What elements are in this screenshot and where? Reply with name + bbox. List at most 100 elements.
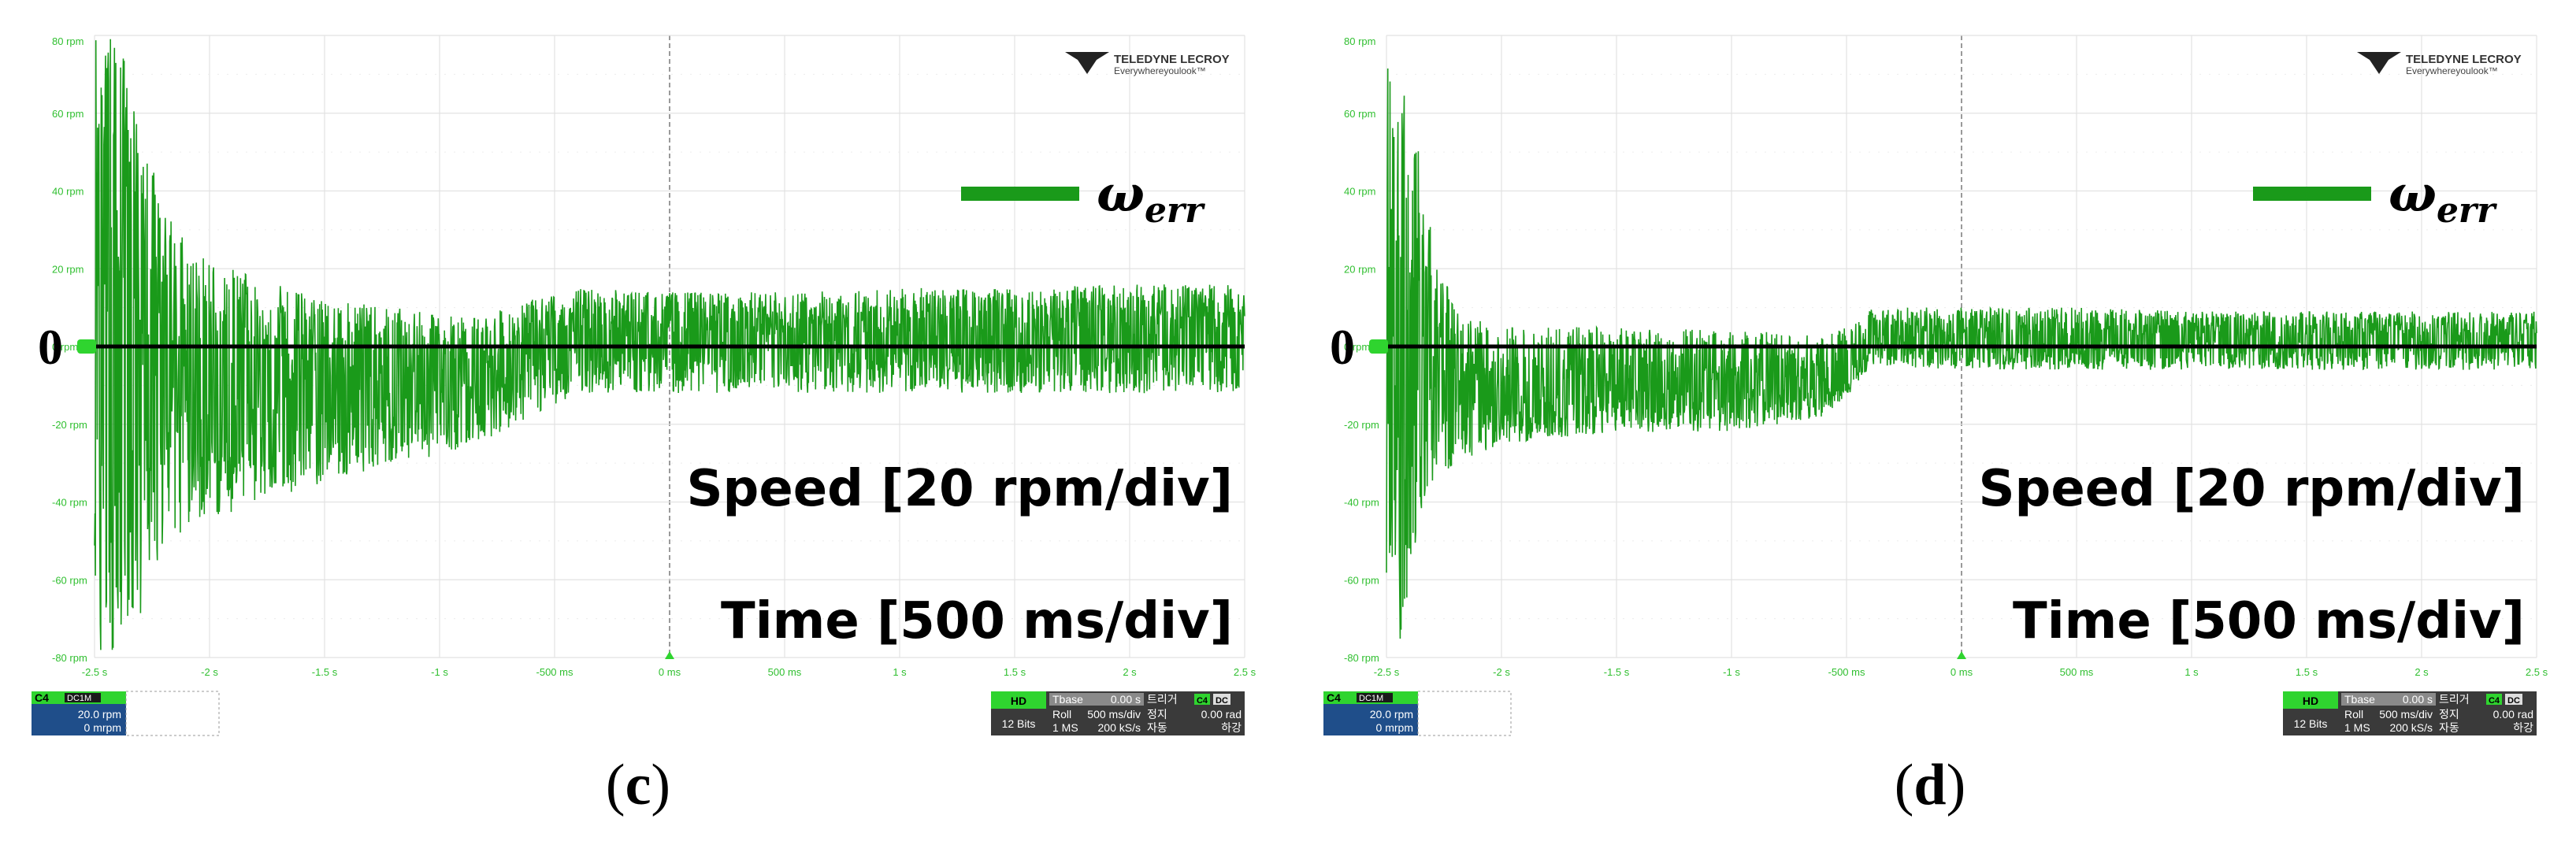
p1-channel-name: C4 <box>1327 691 1341 704</box>
p0-status-c4: C4 <box>1197 696 1208 706</box>
p1-status-dc-badge <box>2505 694 2522 705</box>
p1-channel-coupling: DC1M <box>1359 694 1383 703</box>
p0-brand-logo-icon <box>1065 52 1109 74</box>
p0-y-tick-label-7: -60 rpm <box>52 574 87 586</box>
p1-y-tick-label-2: 40 rpm <box>1344 186 1375 198</box>
p1-y-tick-label-6: -40 rpm <box>1344 497 1379 509</box>
p0-y-tick-label-2: 40 rpm <box>52 186 84 198</box>
p1-y-tick-label-3: 20 rpm <box>1344 263 1375 275</box>
p1-x-tick-label-1: -2 s <box>1493 666 1510 678</box>
p0-x-tick-label-2: -1.5 s <box>312 666 338 678</box>
p0-time-scale-label: Time [500 ms/div] <box>721 592 1233 650</box>
p0-y-tick-label-4: 0 rpm <box>52 341 78 353</box>
p1-status-hd-badge <box>2283 691 2338 709</box>
p0-status-roll: Roll <box>1052 708 1071 721</box>
p0-series-omega-err-line <box>94 39 1245 650</box>
p1-status-tbase-value: 0.00 s <box>2403 693 2433 706</box>
p0-y-tick-label-6: -40 rpm <box>52 497 87 509</box>
p1-x-tick-label-6: 500 ms <box>2060 666 2094 678</box>
p0-legend-label: ωerr <box>1097 165 1205 231</box>
p0-channel-name: C4 <box>35 691 49 704</box>
p0-status-bits: 12 Bits <box>1002 717 1036 730</box>
p1-y-tick-label-0: 80 rpm <box>1344 35 1375 47</box>
p1-brand-name: TELEDYNE LECROY <box>2406 53 2522 66</box>
p0-channel-offset: 0 mrpm <box>84 721 121 734</box>
p0-x-tick-label-10: 2.5 s <box>1234 666 1256 678</box>
p0-x-tick-label-4: -500 ms <box>536 666 573 678</box>
p1-series-omega-err-line <box>1386 68 2537 639</box>
p0-status-sample-rate: 200 kS/s <box>1098 721 1141 734</box>
p1-speed-scale-label: Speed [20 rpm/div] <box>1978 460 2525 518</box>
p1-trigger-marker-bottom <box>1957 651 1966 659</box>
p0-y-tick-label-1: 60 rpm <box>52 108 84 120</box>
p1-x-tick-label-8: 1.5 s <box>2296 666 2318 678</box>
p1-status-sample-rate: 200 kS/s <box>2390 721 2433 734</box>
p0-channel-coupling-bg <box>65 693 101 702</box>
p0-brand-name: TELEDYNE LECROY <box>1114 53 1230 66</box>
scope-svg-d: 80 rpm 60 rpm 40 rpm 20 rpm 0 rpm -20 rpm -40 … <box>1323 35 2548 736</box>
p0-channel-coupling: DC1M <box>67 694 91 703</box>
p1-x-tick-label-0: -2.5 s <box>1374 666 1400 678</box>
p0-trigger-marker-bottom <box>665 651 674 659</box>
p1-status-tbase-bg <box>2341 693 2436 706</box>
caption-letter-d: d <box>1913 753 1947 817</box>
oscilloscope-panel-c: 80 rpm 60 rpm 40 rpm 20 rpm 0 rpm -20 rpm -40 … <box>0 0 1276 841</box>
p1-zero-label: 0 <box>1330 319 1355 375</box>
p0-legend-symbol: ω <box>1097 165 1145 224</box>
p1-status-bits: 12 Bits <box>2294 717 2328 730</box>
p0-x-tick-label-5: 0 ms <box>659 666 681 678</box>
caption-letter-c: c <box>625 753 651 817</box>
p0-status-tbase-value: 0.00 s <box>1111 693 1141 706</box>
p1-status-time-div: 500 ms/div <box>2379 708 2433 721</box>
p1-status-edge: 하강 <box>2513 721 2533 734</box>
p0-status-tbase-label: Tbase <box>1052 693 1083 706</box>
p0-x-tick-label-0: -2.5 s <box>82 666 108 678</box>
p1-legend-subscript: err <box>2437 191 2497 231</box>
p1-status-c4: C4 <box>2489 696 2500 706</box>
p1-channel-scale: 20.0 rpm <box>1370 708 1413 721</box>
caption-c: (c) <box>605 753 671 817</box>
p1-status-dc: DC <box>2507 696 2520 706</box>
scope-svg-c: 80 rpm 60 rpm 40 rpm 20 rpm 0 rpm -20 rpm -40 … <box>32 35 1256 736</box>
p0-status-time-div: 500 ms/div <box>1087 708 1141 721</box>
p0-status-memory: 1 MS <box>1052 721 1078 734</box>
p0-x-tick-label-3: -1 s <box>431 666 448 678</box>
p1-x-tick-label-10: 2.5 s <box>2526 666 2548 678</box>
p0-status-edge: 하강 <box>1221 721 1242 734</box>
p1-status-trigger-label: 트리거 <box>2439 693 2470 706</box>
p1-status-hd: HD <box>2303 695 2318 707</box>
p0-y-tick-label-0: 80 rpm <box>52 35 84 47</box>
p0-x-tick-label-8: 1.5 s <box>1004 666 1026 678</box>
p0-brand-tagline: Everywhereyoulook™ <box>1114 65 1206 76</box>
p1-time-scale-label: Time [500 ms/div] <box>2013 592 2525 650</box>
p1-legend-symbol: ω <box>2389 165 2437 224</box>
p0-status-dc: DC <box>1216 696 1228 706</box>
p1-x-tick-label-3: -1 s <box>1723 666 1740 678</box>
p0-legend-subscript: err <box>1145 191 1205 231</box>
p0-x-tick-label-9: 2 s <box>1123 666 1137 678</box>
p1-channel-zero-marker <box>1369 339 1388 354</box>
p1-x-tick-label-7: 1 s <box>2184 666 2199 678</box>
p1-y-tick-label-4: 0 rpm <box>1344 341 1370 353</box>
p0-x-tick-label-1: -2 s <box>201 666 218 678</box>
p1-channel-box-empty <box>1417 691 1512 736</box>
p1-status-level: 0.00 rad <box>2493 708 2533 721</box>
p0-x-tick-label-6: 500 ms <box>768 666 802 678</box>
p0-status-trigger-label: 트리거 <box>1147 693 1178 706</box>
p1-x-tick-label-2: -1.5 s <box>1604 666 1630 678</box>
p1-status-stop: 정지 <box>2439 708 2459 721</box>
p1-brand-tagline: Everywhereyoulook™ <box>2406 65 2498 76</box>
p0-y-tick-label-8: -80 rpm <box>52 652 87 664</box>
p0-status-stop: 정지 <box>1147 708 1167 721</box>
oscilloscope-panel-d: 80 rpm 60 rpm 40 rpm 20 rpm 0 rpm -20 rpm -40 … <box>1292 0 2568 841</box>
p1-status-memory: 1 MS <box>2344 721 2370 734</box>
p1-channel-coupling-bg <box>1357 693 1393 702</box>
p1-legend-label: ωerr <box>2389 165 2497 231</box>
p1-channel-offset: 0 mrpm <box>1376 721 1413 734</box>
p1-y-tick-label-7: -60 rpm <box>1344 574 1379 586</box>
p0-y-tick-label-5: -20 rpm <box>52 419 87 431</box>
p1-x-tick-label-5: 0 ms <box>1951 666 1973 678</box>
p1-x-tick-label-9: 2 s <box>2415 666 2429 678</box>
p0-speed-scale-label: Speed [20 rpm/div] <box>686 460 1233 518</box>
